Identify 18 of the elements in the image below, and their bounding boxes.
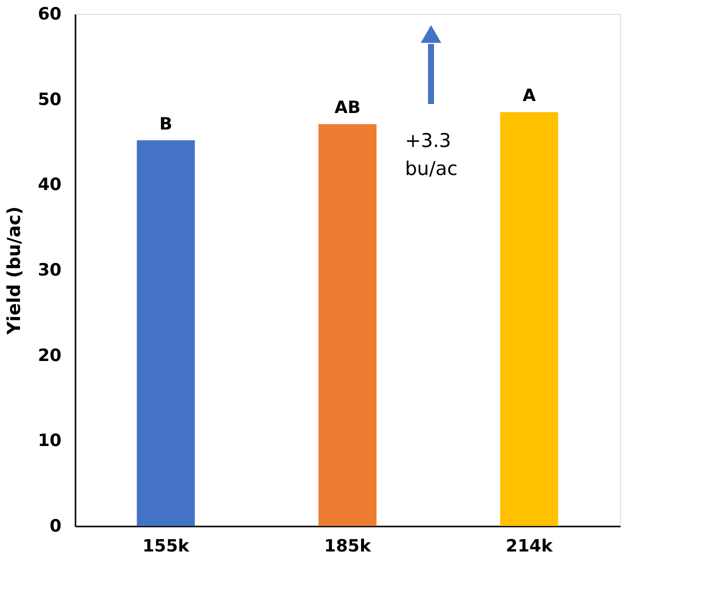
y-tick-label: 0 <box>50 516 62 536</box>
y-tick-label: 20 <box>38 346 62 366</box>
y-tick-label: 30 <box>38 260 62 280</box>
bar <box>318 124 376 526</box>
annotation: AB <box>334 98 361 118</box>
annotation: B <box>159 114 172 134</box>
y-tick-label: 50 <box>38 90 62 110</box>
y-tick-label: 60 <box>38 4 62 24</box>
bar <box>500 112 558 526</box>
y-tick-label: 10 <box>38 431 62 452</box>
y-tick-label: 40 <box>38 175 62 196</box>
bar <box>136 140 195 526</box>
x-tick-label: 155k <box>142 536 190 556</box>
annotation: A <box>522 86 537 106</box>
y-axis-title: Yield (bu/ac) <box>4 206 25 336</box>
x-tick-label: 214k <box>506 536 554 556</box>
x-tick-label: 185k <box>324 536 372 556</box>
annotation: +3.3 bu/ac <box>405 130 458 180</box>
